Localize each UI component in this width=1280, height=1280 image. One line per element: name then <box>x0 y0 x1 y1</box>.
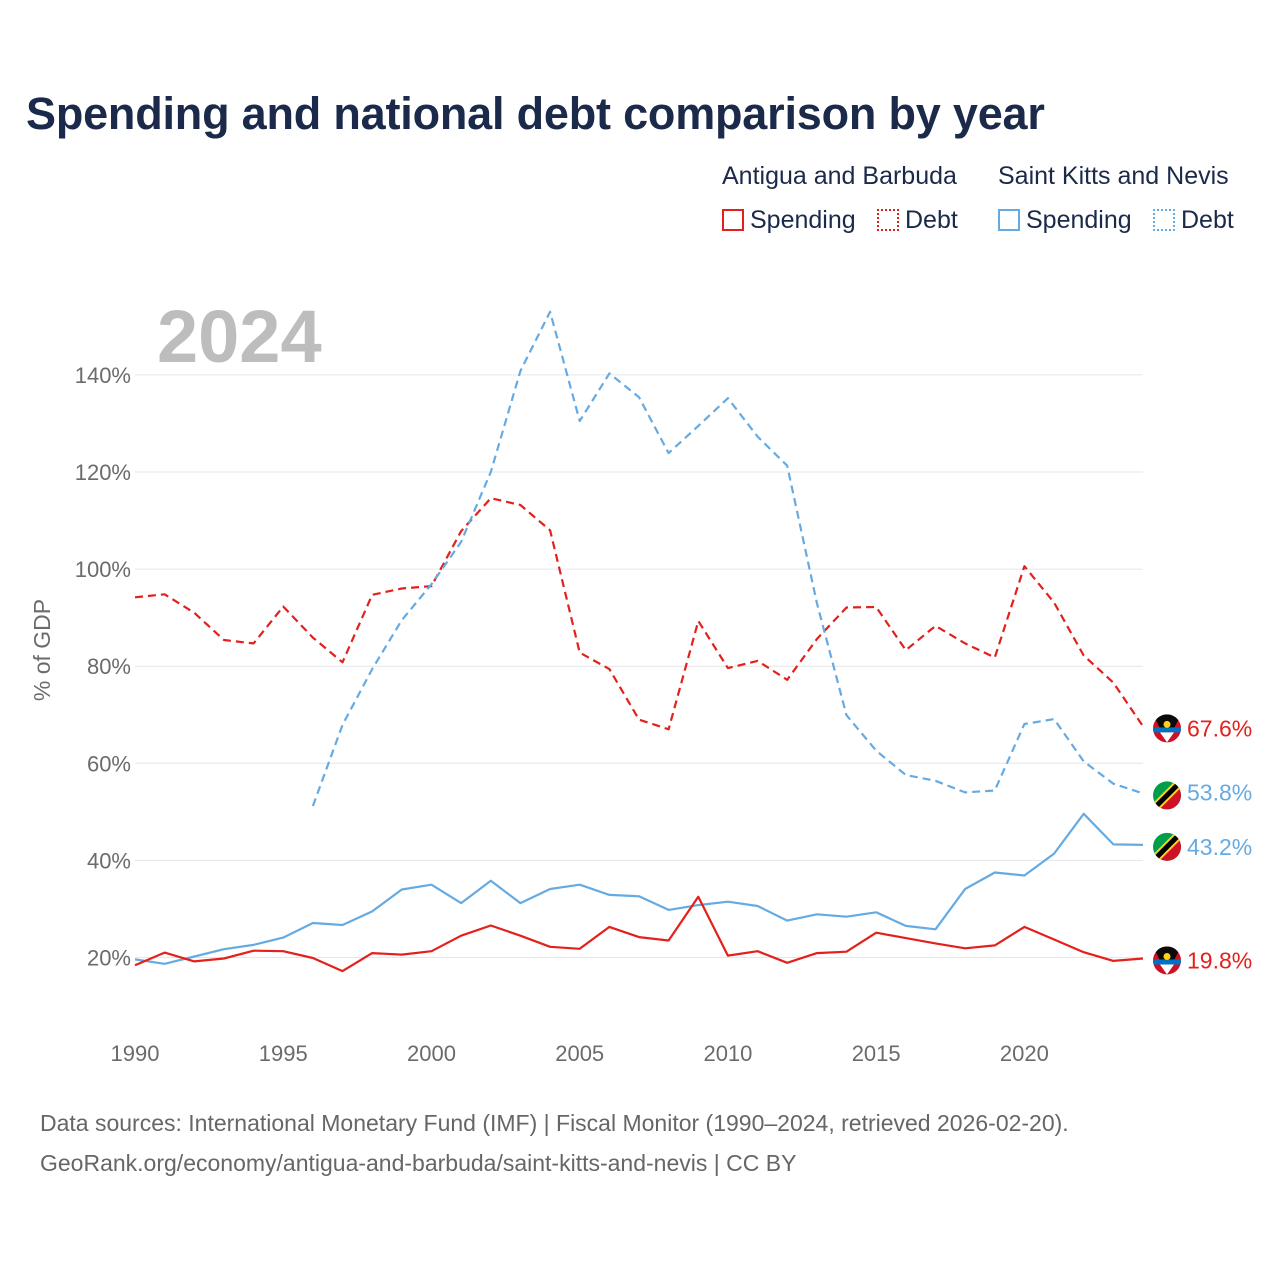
y-tick-label: 80% <box>87 654 131 679</box>
legend-label: Debt <box>1181 205 1234 234</box>
x-tick-label: 2015 <box>852 1041 901 1066</box>
legend-label: Spending <box>1026 205 1132 234</box>
end-value-label: 53.8% <box>1187 779 1252 805</box>
legend-swatch-dotted-blue <box>1153 209 1175 231</box>
series-line-antigua-and-barbuda-spending <box>134 895 1144 973</box>
source-line-2[interactable]: GeoRank.org/economy/antigua-and-barbuda/… <box>40 1150 797 1176</box>
saint-kitts-flag-icon <box>1153 832 1181 861</box>
y-tick-label: 140% <box>75 363 131 388</box>
end-value-label: 43.2% <box>1187 834 1252 860</box>
x-tick-label: 1995 <box>259 1041 308 1066</box>
end-value-label: 67.6% <box>1187 715 1252 741</box>
series-line-saint-kitts-and-nevis-debt <box>311 310 1144 807</box>
x-tick-label: 2005 <box>555 1041 604 1066</box>
chart-title: Spending and national debt comparison by… <box>26 88 1045 139</box>
legend-country-antigua: Antigua and Barbuda <box>722 162 957 190</box>
legend-label: Spending <box>750 205 856 234</box>
legend-swatch-solid-blue <box>998 209 1020 231</box>
legend-item-antigua-debt[interactable]: Debt <box>877 204 958 236</box>
y-axis-label: % of GDP <box>29 599 55 701</box>
series-line-saint-kitts-and-nevis-spending <box>134 812 1144 965</box>
source-line-1: Data sources: International Monetary Fun… <box>40 1110 1069 1136</box>
x-tick-label: 1990 <box>111 1041 160 1066</box>
end-value-label: 19.8% <box>1187 947 1252 973</box>
x-tick-label: 2000 <box>407 1041 456 1066</box>
y-tick-label: 100% <box>75 557 131 582</box>
legend-label: Debt <box>905 205 958 234</box>
saint-kitts-flag-icon <box>1153 781 1181 810</box>
y-tick-label: 40% <box>87 848 131 873</box>
series-line-antigua-and-barbuda-debt <box>134 497 1144 731</box>
legend-country-saint-kitts: Saint Kitts and Nevis <box>998 162 1229 190</box>
legend-item-saint-kitts-spending[interactable]: Spending <box>998 204 1132 236</box>
year-watermark: 2024 <box>157 295 322 378</box>
legend-item-saint-kitts-debt[interactable]: Debt <box>1153 204 1234 236</box>
y-tick-label: 120% <box>75 460 131 485</box>
antigua-flag-icon <box>1153 714 1181 743</box>
legend-swatch-solid-red <box>722 209 744 231</box>
y-tick-label: 60% <box>87 751 131 776</box>
x-tick-label: 2010 <box>703 1041 752 1066</box>
antigua-flag-icon <box>1153 946 1181 975</box>
x-tick-label: 2020 <box>1000 1041 1049 1066</box>
y-tick-label: 20% <box>87 946 131 971</box>
legend-swatch-dotted-red <box>877 209 899 231</box>
legend-item-antigua-spending[interactable]: Spending <box>722 204 856 236</box>
